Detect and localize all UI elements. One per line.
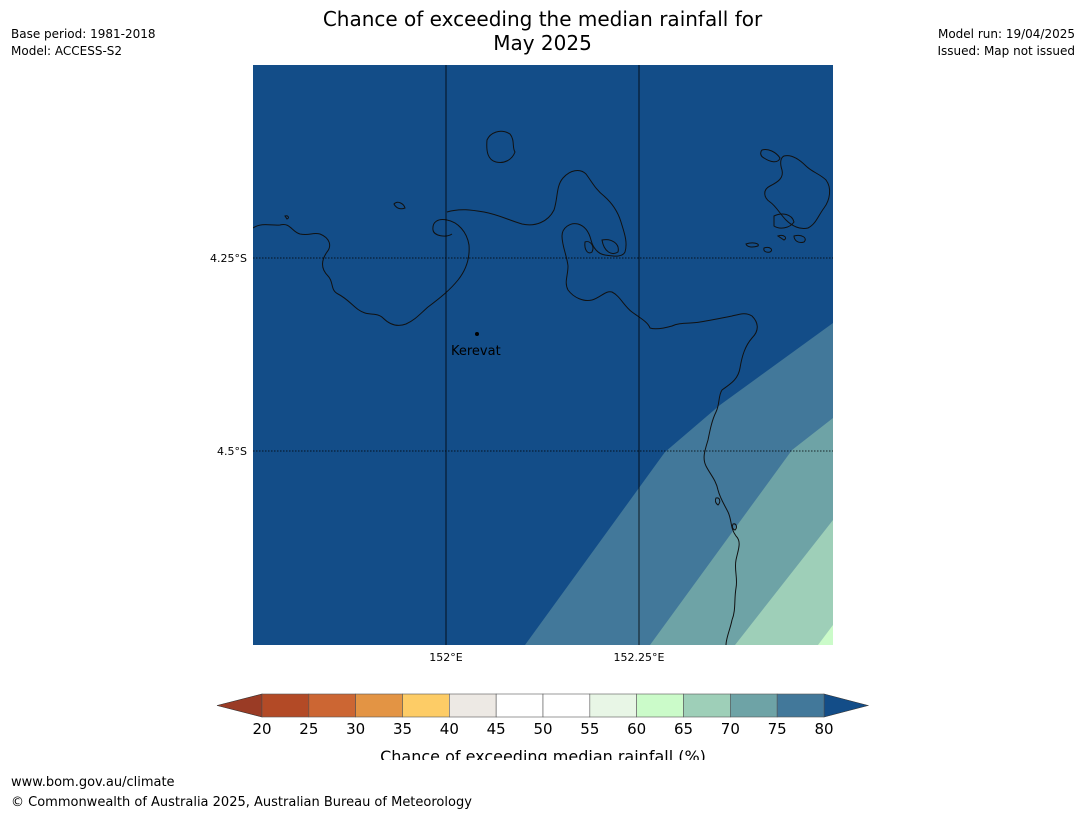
colorbar-tick-label: 20 [252,720,271,738]
colorbar-segment [589,693,637,718]
colorbar-segment [542,693,591,718]
colorbar: 20 25 30 35 40 45 50 55 60 65 70 75 80 Chance of exce… [216,693,870,760]
colorbar-segment [308,693,356,718]
colorbar-tick-label: 60 [627,720,646,738]
colorbar-segment [355,693,403,718]
footer-copyright: © Commonwealth of Australia 2025, Austra… [11,795,472,810]
colorbar-segment [449,693,497,718]
colorbar-tick-label: 70 [721,720,740,738]
colorbar-segment [776,693,825,718]
colorbar-segment [402,693,450,718]
title-line-1: Chance of exceeding the median rainfall … [322,7,763,31]
colorbar-tick-label: 80 [814,720,833,738]
shade-60-65 [818,625,833,645]
header-right: Model run: 19/04/2025 Issued: Map not is… [937,26,1075,60]
map-figure: Kerevat 4.25°S 4.5°S 152°E 152.25°E 20 25… [210,65,870,760]
colorbar-extend-high [823,693,870,718]
colorbar-tick-label: 50 [533,720,552,738]
colorbar-tick-label: 30 [346,720,365,738]
colorbar-tick-label: 45 [487,720,506,738]
issued-text: Issued: Map not issued [937,44,1075,58]
model-run-text: Model run: 19/04/2025 [937,27,1075,41]
colorbar-tick-label: 35 [393,720,412,738]
colorbar-segment [495,693,544,718]
footer-url[interactable]: www.bom.gov.au/climate [11,775,175,790]
colorbar-title: Chance of exceeding median rainfall (%) [380,747,706,760]
coastline [253,130,831,645]
title-line-2: May 2025 [493,31,592,55]
colorbar-segment [683,693,731,718]
map-area[interactable]: Kerevat [253,65,833,645]
graticule [253,65,833,645]
colorbar-segment [730,693,778,718]
colorbar-tick-label: 40 [440,720,459,738]
colorbar-segment [261,693,310,718]
colorbar-tick-label: 25 [299,720,318,738]
colorbar-tick-label: 65 [674,720,693,738]
colorbar-segment [636,693,684,718]
colorbar-tick-label: 75 [768,720,787,738]
lat-label-4-5: 4.5°S [217,445,247,458]
colorbar-extend-low [216,693,263,718]
shade-65-70 [735,520,833,645]
map-title: Chance of exceeding the median rainfall … [300,7,785,55]
model-text: Model: ACCESS-S2 [11,44,123,58]
lat-label-4-25: 4.25°S [210,252,247,265]
lon-label-152-25: 152.25°E [614,651,665,664]
kerevat-marker [475,332,479,336]
header-left: Base period: 1981-2018 Model: ACCESS-S2 [11,26,156,60]
lon-label-152: 152°E [429,651,462,664]
place-label-kerevat: Kerevat [451,344,501,359]
base-period-text: Base period: 1981-2018 [11,27,156,41]
colorbar-tick-label: 55 [580,720,599,738]
